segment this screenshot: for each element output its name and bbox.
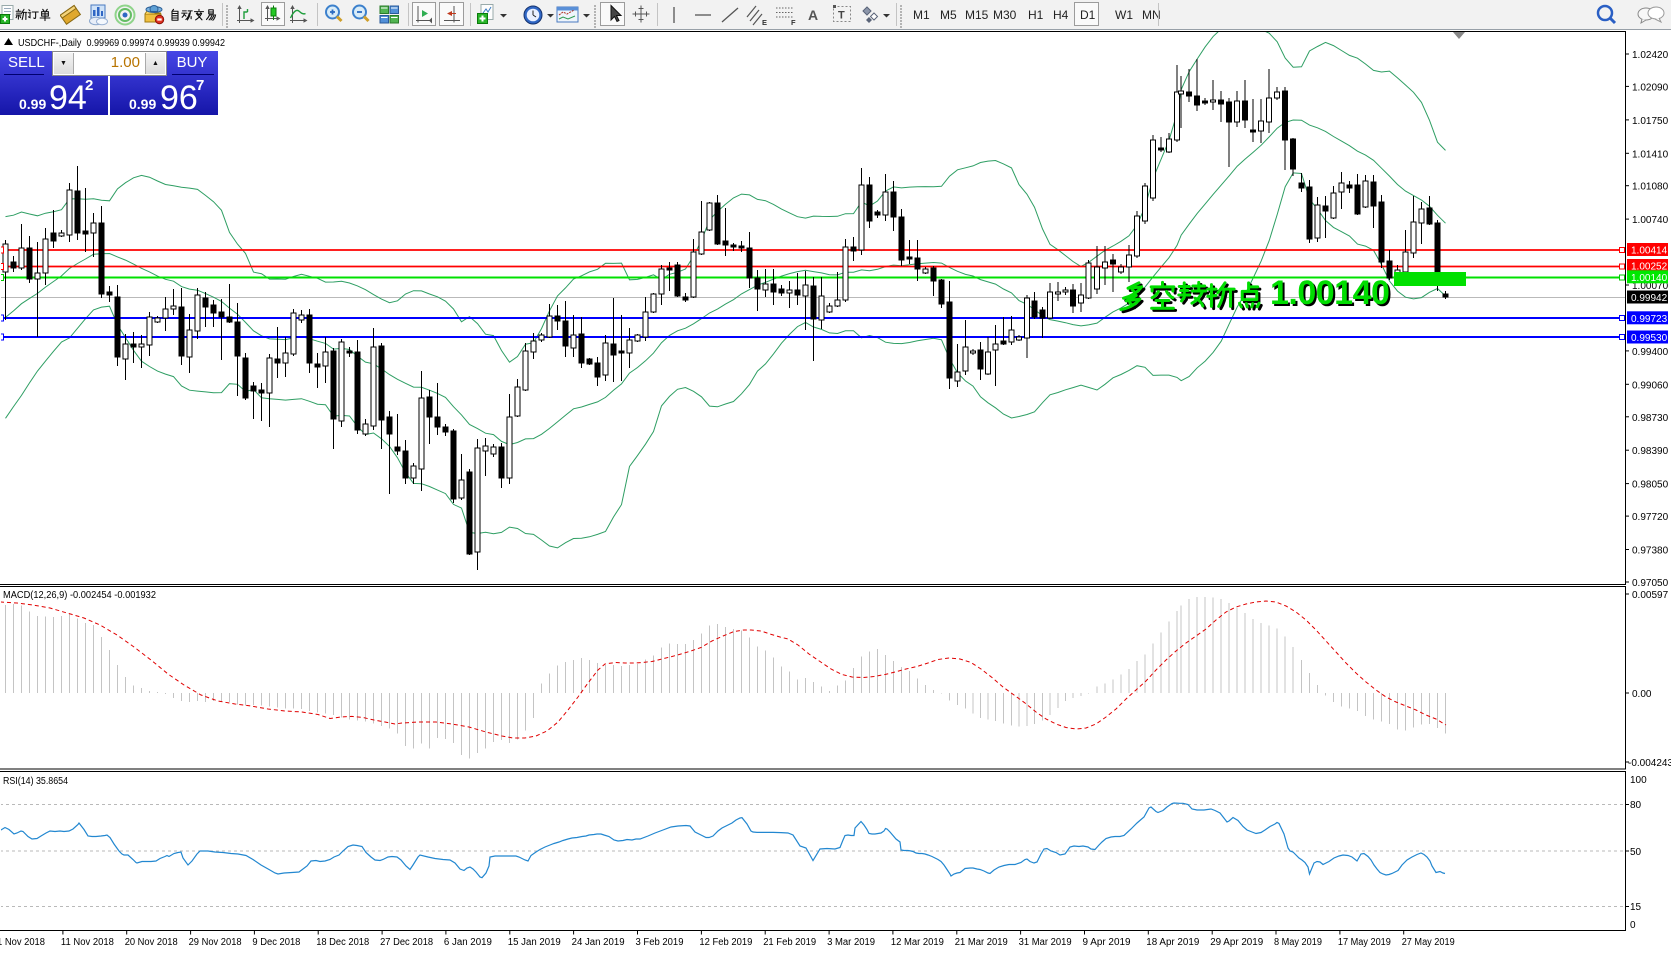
svg-text:9 Apr 2019: 9 Apr 2019	[1083, 937, 1131, 948]
svg-text:T: T	[838, 10, 845, 22]
svg-text:1.02090: 1.02090	[1632, 82, 1669, 93]
svg-text:1 Nov 2018: 1 Nov 2018	[0, 937, 45, 948]
svg-text:0.99942: 0.99942	[1631, 293, 1668, 304]
svg-text:0.99530: 0.99530	[1631, 333, 1668, 344]
svg-text:31 Mar 2019: 31 Mar 2019	[1019, 937, 1072, 948]
svg-text:17 May 2019: 17 May 2019	[1338, 937, 1391, 948]
svg-text:29 Apr 2019: 29 Apr 2019	[1210, 937, 1263, 948]
svg-text:1.01750: 1.01750	[1632, 116, 1669, 127]
svg-text:RSI(14) 35.8654: RSI(14) 35.8654	[3, 776, 68, 787]
svg-text:0: 0	[1630, 920, 1636, 931]
svg-text:100: 100	[1630, 775, 1647, 786]
svg-text:0.97720: 0.97720	[1632, 512, 1669, 523]
svg-text:0.99060: 0.99060	[1632, 380, 1669, 391]
svg-text:15: 15	[1630, 902, 1642, 913]
svg-text:29 Nov 2018: 29 Nov 2018	[189, 937, 242, 948]
svg-text:21 Feb 2019: 21 Feb 2019	[763, 937, 816, 948]
svg-text:3 Feb 2019: 3 Feb 2019	[636, 937, 684, 948]
svg-text:9 Dec 2018: 9 Dec 2018	[252, 937, 300, 948]
svg-text:50: 50	[1630, 847, 1642, 858]
svg-text:18 Dec 2018: 18 Dec 2018	[316, 937, 369, 948]
svg-text:MACD(12,26,9) -0.002454 -0.001: MACD(12,26,9) -0.002454 -0.001932	[3, 590, 156, 601]
svg-text:1.00070: 1.00070	[1632, 281, 1669, 292]
svg-text:80: 80	[1630, 800, 1642, 811]
svg-text:12 Feb 2019: 12 Feb 2019	[699, 937, 752, 948]
svg-text:20 Nov 2018: 20 Nov 2018	[125, 937, 178, 948]
svg-text:0.98390: 0.98390	[1632, 446, 1669, 457]
svg-text:1.01410: 1.01410	[1632, 149, 1669, 160]
svg-text:0.99723: 0.99723	[1631, 314, 1668, 325]
svg-text:0.98050: 0.98050	[1632, 480, 1669, 491]
svg-text:1.00414: 1.00414	[1631, 246, 1668, 257]
svg-text:6 Jan 2019: 6 Jan 2019	[444, 937, 492, 948]
svg-text:27 May 2019: 27 May 2019	[1402, 937, 1455, 948]
svg-text:-0.004243: -0.004243	[1628, 758, 1671, 769]
svg-text:0.99400: 0.99400	[1632, 347, 1669, 358]
svg-text:USDCHF-,Daily 0.99969 0.99974: USDCHF-,Daily 0.99969 0.99974 0.99939 0.…	[18, 37, 225, 49]
svg-text:18 Apr 2019: 18 Apr 2019	[1146, 937, 1199, 948]
svg-text:0.98730: 0.98730	[1632, 413, 1669, 424]
svg-text:1.01080: 1.01080	[1632, 182, 1669, 193]
svg-text:1.00740: 1.00740	[1632, 215, 1669, 226]
svg-text:0.97380: 0.97380	[1632, 546, 1669, 557]
svg-text:E: E	[762, 18, 767, 27]
svg-text:3 Mar 2019: 3 Mar 2019	[827, 937, 875, 948]
svg-text:11 Nov 2018: 11 Nov 2018	[61, 937, 114, 948]
svg-text:21 Mar 2019: 21 Mar 2019	[955, 937, 1008, 948]
svg-text:1.00140: 1.00140	[1272, 276, 1391, 314]
svg-text:1.02420: 1.02420	[1632, 50, 1669, 61]
svg-text:0.00: 0.00	[1632, 689, 1652, 700]
svg-text:12 Mar 2019: 12 Mar 2019	[891, 937, 944, 948]
svg-text:0.97050: 0.97050	[1632, 578, 1669, 589]
svg-text:27 Dec 2018: 27 Dec 2018	[380, 937, 433, 948]
svg-text:8 May 2019: 8 May 2019	[1274, 937, 1322, 948]
svg-text:0.00597: 0.00597	[1632, 590, 1669, 601]
svg-text:1.00140: 1.00140	[1631, 273, 1668, 284]
svg-text:F: F	[791, 18, 796, 27]
svg-text:15 Jan 2019: 15 Jan 2019	[508, 937, 561, 948]
svg-text:24 Jan 2019: 24 Jan 2019	[572, 937, 625, 948]
svg-text:1.00140: 1.00140	[1270, 274, 1389, 312]
svg-text:1.00252: 1.00252	[1631, 262, 1668, 273]
